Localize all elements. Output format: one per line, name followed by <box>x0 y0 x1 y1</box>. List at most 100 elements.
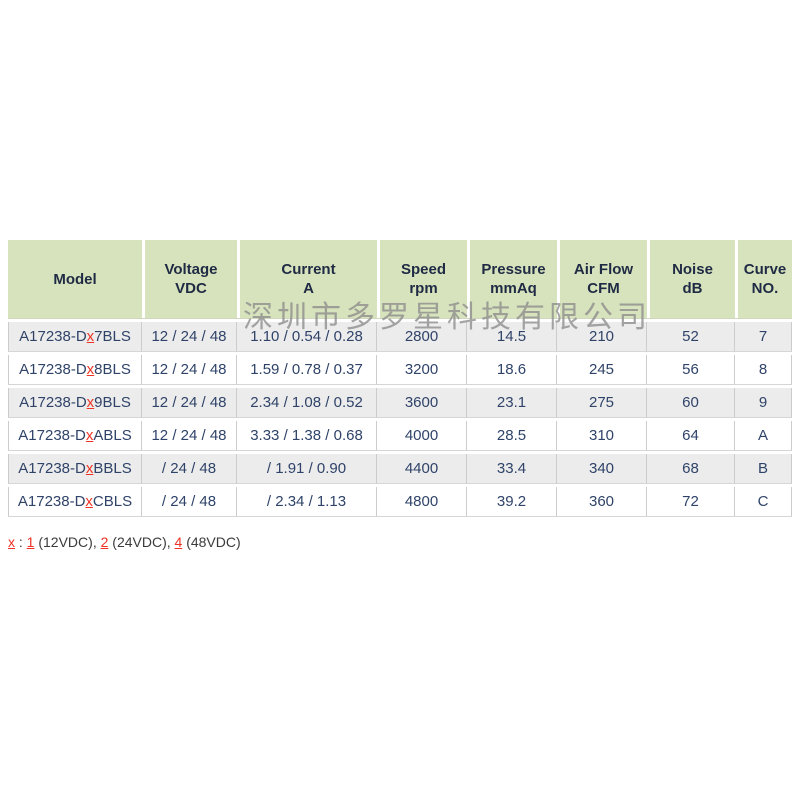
current-cell: / 2.34 / 1.13 <box>237 487 377 517</box>
current-cell: 1.10 / 0.54 / 0.28 <box>237 322 377 352</box>
footnote-text-12vdc: (12VDC), <box>34 534 101 550</box>
airflow-cell: 340 <box>557 454 647 484</box>
voltage-cell: 12 / 24 / 48 <box>142 421 237 451</box>
header-line1: Pressure <box>481 261 546 278</box>
header-cell-speed: Speed rpm <box>377 240 467 318</box>
footnote-key-1: 1 <box>26 534 35 550</box>
header-line2: VDC <box>175 280 207 297</box>
header-cell-pressure: Pressure mmAq <box>467 240 557 318</box>
footnote-key-2: 2 <box>100 534 109 550</box>
model-cell: A17238-D x 9BLS <box>8 388 142 418</box>
header-cell-noise: Noise dB <box>647 240 735 318</box>
model-suffix: 7BLS <box>94 328 131 345</box>
header-line1: Current <box>281 261 336 278</box>
header-line1: Speed <box>400 261 446 278</box>
speed-cell: 3200 <box>377 355 467 385</box>
airflow-cell: 210 <box>557 322 647 352</box>
model-prefix: A17238-D <box>18 460 86 477</box>
footnote: x : 1 (12VDC), 2 (24VDC), 4 (48VDC) <box>8 534 241 550</box>
model-x-placeholder: x <box>85 460 94 477</box>
model-cell: A17238-D x CBLS <box>8 487 142 517</box>
model-prefix: A17238-D <box>17 493 86 510</box>
footnote-sep: : <box>15 534 27 550</box>
table-row: A17238-D x 9BLS 12 / 24 / 48 2.34 / 1.08 /… <box>8 388 792 418</box>
speed-cell: 4400 <box>377 454 467 484</box>
pressure-cell: 28.5 <box>467 421 557 451</box>
model-suffix: ABLS <box>93 427 132 444</box>
curve-cell: 7 <box>735 322 792 352</box>
footnote-key-4: 4 <box>174 534 183 550</box>
curve-cell: 9 <box>735 388 792 418</box>
noise-cell: 52 <box>647 322 735 352</box>
voltage-cell: 12 / 24 / 48 <box>142 322 237 352</box>
current-cell: 3.33 / 1.38 / 0.68 <box>237 421 377 451</box>
curve-cell: C <box>735 487 792 517</box>
pressure-cell: 33.4 <box>467 454 557 484</box>
model-suffix: 8BLS <box>94 361 131 378</box>
model-prefix: A17238-D <box>19 394 87 411</box>
model-prefix: A17238-D <box>18 427 86 444</box>
table-header-row: Model Voltage VDC Current A Speed rpm Press… <box>8 240 792 319</box>
pressure-cell: 39.2 <box>467 487 557 517</box>
header-line1: Noise <box>672 261 713 278</box>
curve-cell: 8 <box>735 355 792 385</box>
noise-cell: 56 <box>647 355 735 385</box>
fan-spec-table: Model Voltage VDC Current A Speed rpm Press… <box>8 240 792 520</box>
header-line2: NO. <box>751 280 779 297</box>
table-row: A17238-D x BBLS / 24 / 48 / 1.91 / 0.90 44… <box>8 454 792 484</box>
header-line1: Model <box>53 270 97 288</box>
header-cell-voltage: Voltage VDC <box>142 240 237 318</box>
footnote-x: x <box>8 534 15 550</box>
current-cell: 1.59 / 0.78 / 0.37 <box>237 355 377 385</box>
voltage-cell: / 24 / 48 <box>142 487 237 517</box>
table-row: A17238-D x ABLS 12 / 24 / 48 3.33 / 1.38 /… <box>8 421 792 451</box>
airflow-cell: 275 <box>557 388 647 418</box>
noise-cell: 68 <box>647 454 735 484</box>
table-row: A17238-D x 7BLS 12 / 24 / 48 1.10 / 0.54 /… <box>8 322 792 352</box>
model-prefix: A17238-D <box>19 361 87 378</box>
speed-cell: 4000 <box>377 421 467 451</box>
model-cell: A17238-D x BBLS <box>8 454 142 484</box>
voltage-cell: / 24 / 48 <box>142 454 237 484</box>
curve-cell: B <box>735 454 792 484</box>
header-cell-curve: Curve NO. <box>735 240 792 318</box>
model-prefix: A17238-D <box>19 328 87 345</box>
header-line1: Voltage <box>164 261 218 278</box>
model-x-placeholder: x <box>85 493 93 510</box>
footnote-text-24vdc: (24VDC), <box>108 534 175 550</box>
header-line2: mmAq <box>490 280 537 297</box>
speed-cell: 2800 <box>377 322 467 352</box>
model-cell: A17238-D x 7BLS <box>8 322 142 352</box>
model-suffix: BBLS <box>93 460 132 477</box>
header-cell-airflow: Air Flow CFM <box>557 240 647 318</box>
table-row: A17238-D x CBLS / 24 / 48 / 2.34 / 1.13 48… <box>8 487 792 517</box>
table-row: A17238-D x 8BLS 12 / 24 / 48 1.59 / 0.78 /… <box>8 355 792 385</box>
header-line2: CFM <box>587 280 620 297</box>
noise-cell: 64 <box>647 421 735 451</box>
voltage-cell: 12 / 24 / 48 <box>142 388 237 418</box>
noise-cell: 60 <box>647 388 735 418</box>
header-line2: dB <box>682 280 703 297</box>
noise-cell: 72 <box>647 487 735 517</box>
airflow-cell: 245 <box>557 355 647 385</box>
pressure-cell: 23.1 <box>467 388 557 418</box>
current-cell: / 1.91 / 0.90 <box>237 454 377 484</box>
voltage-cell: 12 / 24 / 48 <box>142 355 237 385</box>
speed-cell: 3600 <box>377 388 467 418</box>
header-cell-current: Current A <box>237 240 377 318</box>
model-x-placeholder: x <box>85 427 94 444</box>
model-cell: A17238-D x 8BLS <box>8 355 142 385</box>
airflow-cell: 310 <box>557 421 647 451</box>
header-line2: A <box>303 280 314 297</box>
model-suffix: CBLS <box>92 493 133 510</box>
airflow-cell: 360 <box>557 487 647 517</box>
speed-cell: 4800 <box>377 487 467 517</box>
model-x-placeholder: x <box>86 328 95 345</box>
model-x-placeholder: x <box>86 361 95 378</box>
header-line1: Air Flow <box>573 261 634 278</box>
pressure-cell: 14.5 <box>467 322 557 352</box>
model-suffix: 9BLS <box>94 394 131 411</box>
current-cell: 2.34 / 1.08 / 0.52 <box>237 388 377 418</box>
header-line1: Curve <box>743 261 787 278</box>
